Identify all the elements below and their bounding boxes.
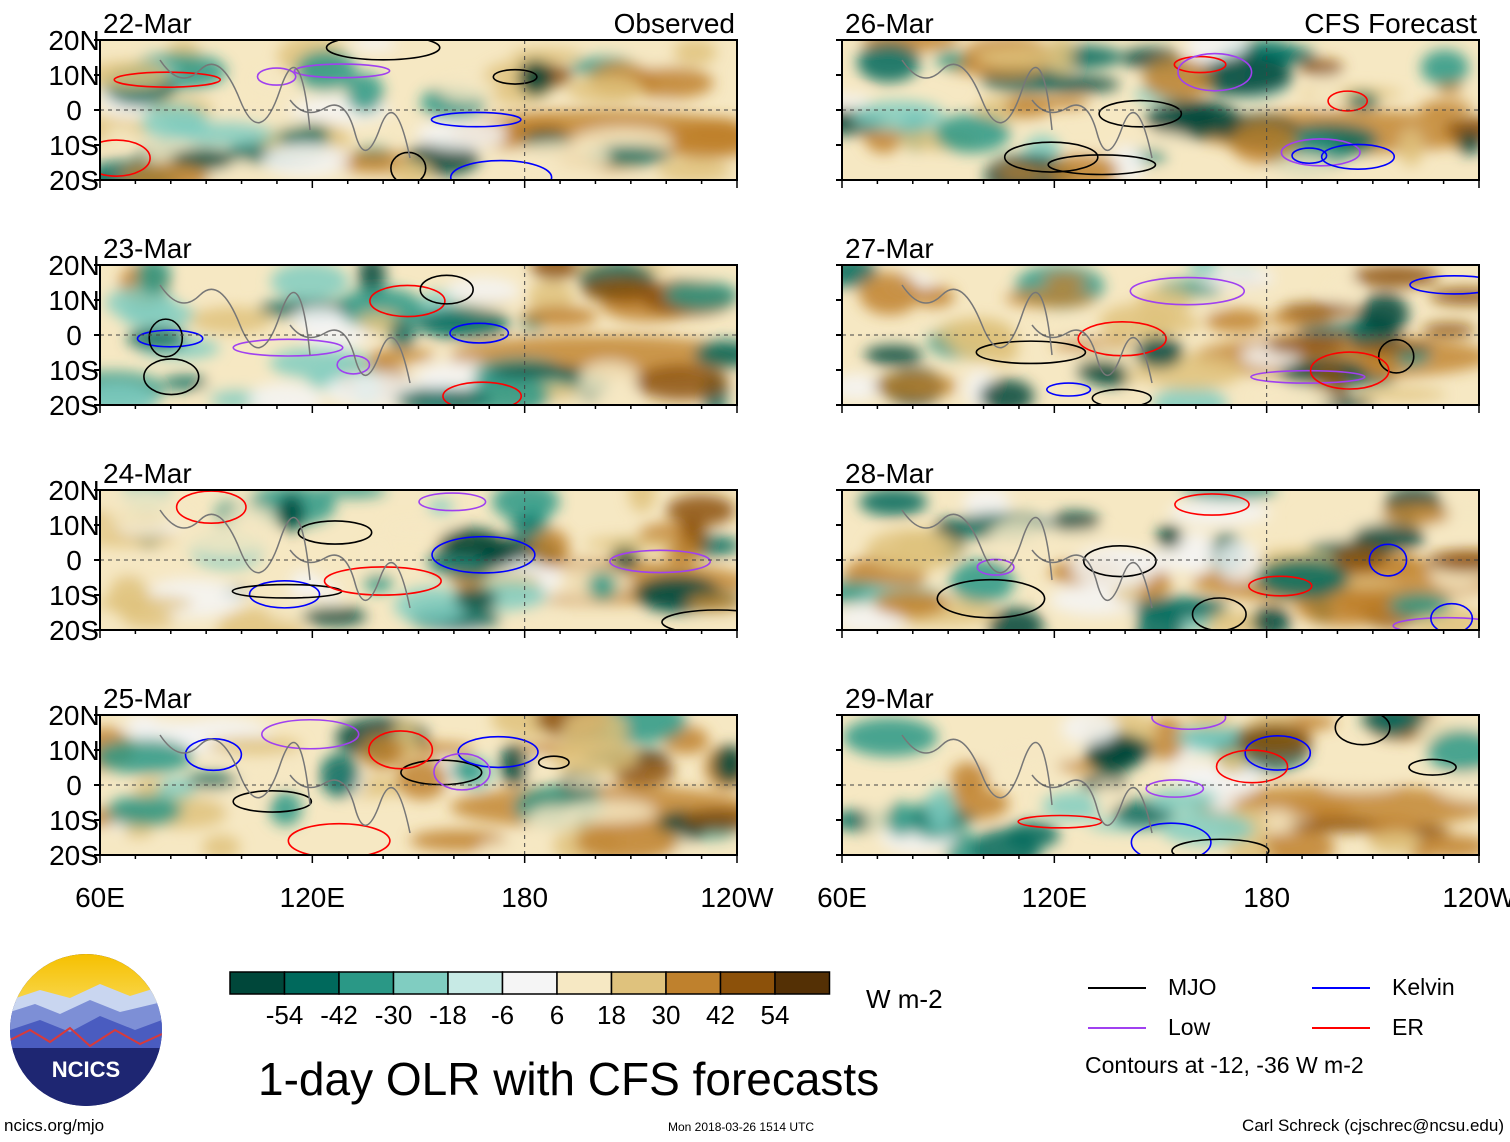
- y-tick-label: 10S: [49, 130, 99, 161]
- y-tick-label: 10N: [48, 285, 99, 316]
- panel-date-label: 22-Mar: [103, 8, 192, 39]
- logo-text: NCICS: [52, 1057, 120, 1082]
- panel-date-label: 24-Mar: [103, 458, 192, 489]
- panel-26-Mar: 26-Mar CFS Forecast: [836, 8, 1480, 188]
- y-tick-label: 0: [66, 320, 82, 351]
- panel-27-Mar: 27-Mar: [836, 233, 1480, 413]
- colorbar-swatch: [283, 971, 340, 995]
- x-tick-label: 180: [1243, 882, 1290, 913]
- colorbar-tick-label: -42: [320, 1000, 358, 1030]
- y-tick-label: 20N: [48, 700, 99, 731]
- panel-date-label: 23-Mar: [103, 233, 192, 264]
- panel-22-Mar: 22-Mar Observed 20N 10N 0 10S 20S: [48, 8, 738, 196]
- y-tick-label: 10N: [48, 60, 99, 91]
- colorbar-swatch: [610, 971, 667, 995]
- y-tick-label: 20N: [48, 25, 99, 56]
- colorbar-tick-label: 6: [550, 1000, 564, 1030]
- timestamp: Mon 2018-03-26 1514 UTC: [668, 1120, 815, 1134]
- x-tick-label: 120W: [1442, 882, 1510, 913]
- colorbar-tick-label: -30: [375, 1000, 413, 1030]
- colorbar-swatch: [229, 971, 286, 995]
- panel-28-Mar: 28-Mar: [836, 458, 1480, 638]
- colorbar-tick-label: 42: [706, 1000, 735, 1030]
- colorbar-swatch: [665, 971, 722, 995]
- colorbar-tick-label: 54: [761, 1000, 790, 1030]
- contour-note: Contours at -12, -36 W m-2: [1085, 1052, 1364, 1078]
- legend-kelvin-label: Kelvin: [1392, 974, 1455, 1000]
- x-tick-label: 120E: [280, 882, 345, 913]
- y-tick-label: 0: [66, 770, 82, 801]
- colorbar-swatch: [501, 971, 558, 995]
- y-tick-label: 10N: [48, 510, 99, 541]
- legend-mjo: MJO: [1088, 974, 1217, 1001]
- colorbar-tick-label: 18: [597, 1000, 626, 1030]
- colorbar-swatch: [338, 971, 395, 995]
- legend-low-line: [1088, 1026, 1146, 1029]
- legend-er-line: [1312, 1026, 1370, 1029]
- y-tick-label: 10N: [48, 735, 99, 766]
- y-tick-label: 20N: [48, 475, 99, 506]
- author-credit: Carl Schreck (cjschrec@ncsu.edu): [1242, 1116, 1504, 1135]
- colorbar-tick-label: -6: [491, 1000, 514, 1030]
- panel-date-label: 26-Mar: [845, 8, 934, 39]
- colorbar-units: W m-2: [866, 984, 943, 1014]
- y-tick-label: 20S: [49, 390, 99, 421]
- x-tick-label: 60E: [75, 882, 125, 913]
- x-tick-label: 180: [501, 882, 548, 913]
- panel-date-label: 27-Mar: [845, 233, 934, 264]
- legend-er-label: ER: [1392, 1014, 1424, 1040]
- legend-mjo-line: [1088, 986, 1146, 989]
- legend-er: ER: [1312, 1014, 1424, 1041]
- column-heading: Observed: [614, 8, 735, 39]
- colorbar-tick-label: -18: [429, 1000, 467, 1030]
- colorbar-swatch: [392, 971, 449, 995]
- y-tick-label: 20S: [49, 165, 99, 196]
- y-tick-label: 20S: [49, 615, 99, 646]
- chart-title: 1-day OLR with CFS forecasts: [258, 1053, 880, 1105]
- y-tick-label: 10S: [49, 805, 99, 836]
- colorbar-tick-label: -54: [266, 1000, 304, 1030]
- panel-29-Mar: 29-Mar 60E 120E 180 120W: [817, 683, 1510, 913]
- y-tick-label: 20S: [49, 840, 99, 871]
- colorbar-swatch: [556, 971, 613, 995]
- legend-mjo-label: MJO: [1168, 974, 1217, 1000]
- colorbar-tick-label: 30: [652, 1000, 681, 1030]
- legend-low: Low: [1088, 1014, 1210, 1041]
- panel-date-label: 25-Mar: [103, 683, 192, 714]
- y-tick-label: 20N: [48, 250, 99, 281]
- y-tick-label: 0: [66, 545, 82, 576]
- colorbar-swatch: [774, 971, 831, 995]
- colorbar-swatch: [447, 971, 504, 995]
- x-tick-label: 60E: [817, 882, 867, 913]
- column-heading: CFS Forecast: [1304, 8, 1477, 39]
- x-tick-label: 120W: [700, 882, 774, 913]
- y-tick-label: 10S: [49, 355, 99, 386]
- ncics-logo: [10, 954, 162, 1106]
- colorbar-swatch: [719, 971, 776, 995]
- panel-date-label: 29-Mar: [845, 683, 934, 714]
- y-tick-label: 0: [66, 95, 82, 126]
- x-tick-label: 120E: [1022, 882, 1087, 913]
- panel-date-label: 28-Mar: [845, 458, 934, 489]
- legend-kelvin: Kelvin: [1312, 974, 1455, 1001]
- y-tick-label: 10S: [49, 580, 99, 611]
- legend-kelvin-line: [1312, 986, 1370, 989]
- site-url[interactable]: ncics.org/mjo: [4, 1116, 105, 1135]
- legend-low-label: Low: [1168, 1014, 1211, 1040]
